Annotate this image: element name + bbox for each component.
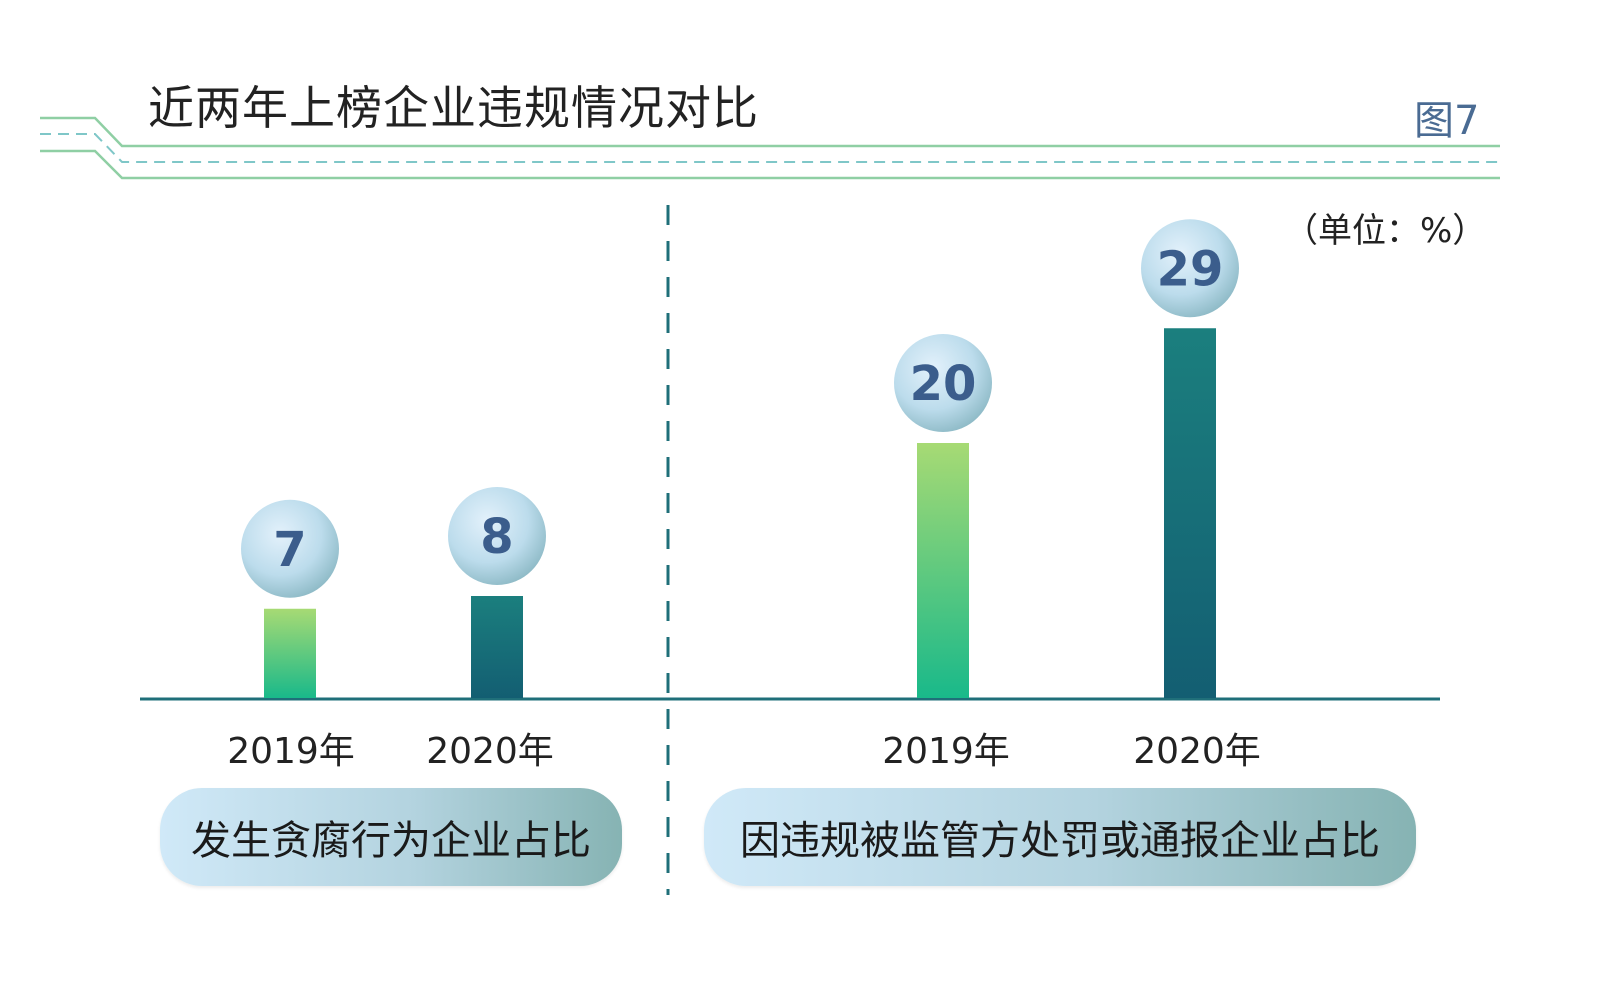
- value-bubble: [241, 499, 339, 598]
- value-bubble: [1141, 219, 1239, 318]
- bar-2020: [1164, 328, 1216, 698]
- data-label: 29: [1157, 241, 1224, 297]
- chart-title: 近两年上榜企业违规情况对比: [148, 81, 759, 135]
- x-tick-label: 2019年: [882, 731, 1010, 772]
- panel-label-corruption: 发生贪腐行为企业占比: [160, 788, 622, 886]
- data-label: 20: [910, 356, 977, 412]
- x-tick-label: 2019年: [227, 731, 355, 772]
- data-label: 7: [273, 522, 306, 578]
- x-tick-label: 2020年: [1133, 731, 1261, 772]
- bar-2019: [917, 443, 969, 698]
- value-bubble: [894, 334, 992, 432]
- bar-marks: 7 8 20 29: [241, 219, 1239, 698]
- bar-2020: [471, 596, 523, 698]
- x-tick-label: 2020年: [426, 731, 554, 772]
- bar-2019: [264, 608, 316, 698]
- value-bubble: [448, 487, 546, 585]
- panel-label-penalty: 因违规被监管方处罚或通报企业占比: [704, 788, 1416, 886]
- data-label: 8: [480, 509, 513, 565]
- unit-label: （单位：%）: [1284, 211, 1487, 251]
- header-decoration: [40, 116, 1500, 180]
- figure-label: 图7: [1414, 98, 1480, 144]
